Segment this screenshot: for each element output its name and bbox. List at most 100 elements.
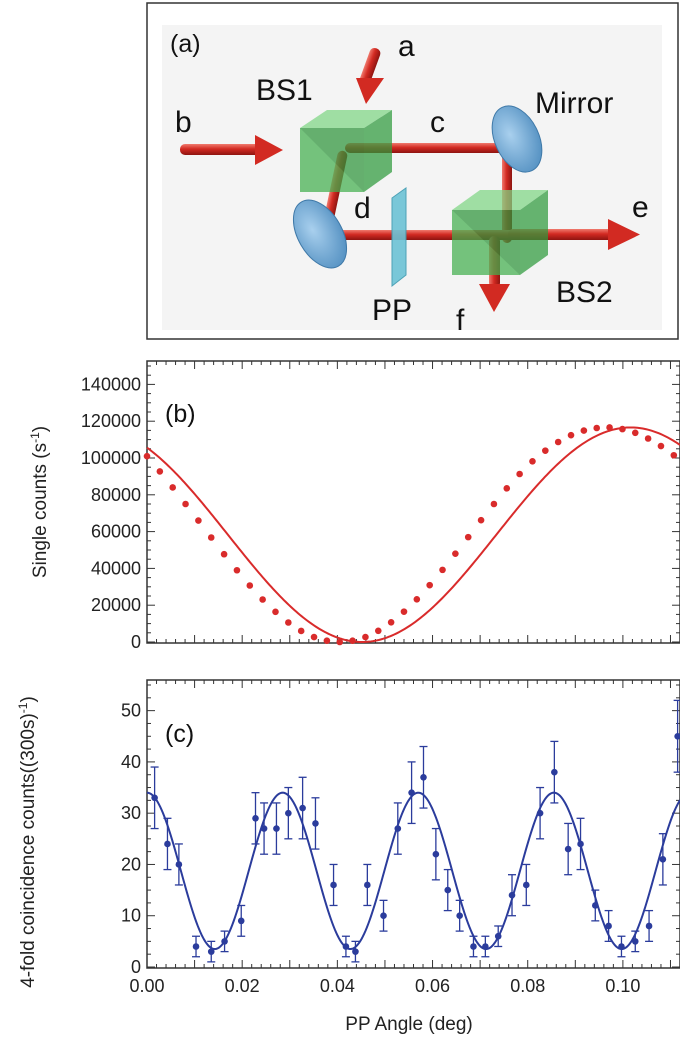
label-bs1: BS1 xyxy=(256,74,313,107)
panel-c-plot xyxy=(146,699,680,963)
y-tick-label: 40 xyxy=(121,752,141,772)
data-point xyxy=(156,468,164,475)
x-tick-label: 0.02 xyxy=(225,976,260,996)
data-point xyxy=(195,517,202,524)
data-point xyxy=(551,768,558,776)
data-point xyxy=(432,850,440,858)
panel-c: 0 10 20 30 40 50 0.00 0.02 0.04 0.06 0.08 0.10 (c)… xyxy=(16,679,680,1035)
panel-c-ylabel-close: ) xyxy=(18,696,39,702)
data-point xyxy=(260,825,268,832)
y-tick-label: 60000 xyxy=(91,522,141,542)
data-point xyxy=(272,608,279,616)
data-point xyxy=(452,550,459,557)
data-point xyxy=(420,773,427,781)
data-point xyxy=(529,458,536,465)
panel-c-ylabel-unit: ((300s) xyxy=(18,713,39,773)
panel-b: 020000400006000080000100000120000140000 … xyxy=(28,360,680,652)
data-point xyxy=(336,638,344,646)
data-point xyxy=(490,500,498,508)
panel-c-ylabel-sup: -1 xyxy=(16,702,30,713)
data-point xyxy=(220,550,228,558)
data-point xyxy=(164,840,171,848)
panel-c-xlabel: PP Angle (deg) xyxy=(345,1014,472,1035)
data-point xyxy=(536,809,544,817)
panel-a-background xyxy=(162,25,662,330)
y-tick-label: 50 xyxy=(121,701,141,721)
y-tick-label: 140000 xyxy=(81,374,141,394)
data-point xyxy=(237,917,245,925)
panel-b-ytick-labels: 0 20000 40000 60000 80000 100000 120000 140000 xyxy=(81,374,141,652)
y-tick-label: 120000 xyxy=(81,411,141,431)
y-tick-label: 20 xyxy=(121,854,141,874)
x-tick-label: 0.00 xyxy=(129,976,164,996)
data-point xyxy=(151,794,158,802)
panel-b-label: (b) xyxy=(165,400,196,428)
phase-plate xyxy=(391,187,407,288)
label-pp: PP xyxy=(372,294,412,327)
data-point xyxy=(670,451,678,459)
data-point xyxy=(577,840,584,848)
data-point xyxy=(477,516,485,524)
data-point xyxy=(567,431,575,439)
data-point xyxy=(657,442,665,450)
data-point xyxy=(207,948,215,955)
data-point xyxy=(323,637,331,645)
data-point xyxy=(456,912,463,920)
data-point xyxy=(273,825,280,832)
label-bs2: BS2 xyxy=(556,276,613,309)
data-point xyxy=(169,484,176,491)
data-point xyxy=(606,424,613,431)
data-point xyxy=(554,438,562,446)
data-point xyxy=(503,485,511,492)
label-mirror: Mirror xyxy=(535,87,613,120)
data-point xyxy=(380,912,387,920)
label-port-a: a xyxy=(398,30,415,63)
data-point xyxy=(330,881,337,889)
panel-b-ylabel-sup: -1 xyxy=(28,432,42,443)
data-point xyxy=(259,596,266,603)
data-point xyxy=(674,732,680,740)
data-point xyxy=(400,608,408,615)
data-point xyxy=(182,500,189,508)
data-point xyxy=(593,424,601,432)
data-point xyxy=(644,435,652,442)
data-point xyxy=(285,619,292,626)
data-point xyxy=(364,881,371,889)
panel-a-label: (a) xyxy=(170,30,201,58)
data-point xyxy=(591,902,599,909)
data-point xyxy=(408,789,415,796)
data-point xyxy=(564,845,572,853)
panel-b-ticks xyxy=(146,361,680,643)
data-point xyxy=(618,943,625,950)
panel-b-ylabel-unit: (s xyxy=(30,443,51,459)
data-point xyxy=(192,943,200,950)
x-tick-label: 0.08 xyxy=(510,976,545,996)
data-point xyxy=(233,566,241,574)
data-point xyxy=(342,943,350,950)
data-point xyxy=(299,804,306,812)
data-point xyxy=(542,447,549,454)
data-point xyxy=(352,948,359,955)
data-point xyxy=(246,582,254,589)
data-point xyxy=(659,856,667,863)
label-port-d: d xyxy=(354,192,371,225)
label-port-b: b xyxy=(175,106,192,139)
data-point xyxy=(516,470,523,478)
beam-a-arrowhead xyxy=(356,78,384,104)
data-point xyxy=(426,581,433,589)
panel-c-ylabel-text: 4-fold coincidence counts xyxy=(18,773,39,987)
data-point xyxy=(482,943,489,950)
y-tick-label: 0 xyxy=(131,957,141,977)
data-point xyxy=(252,815,259,822)
fit-curve xyxy=(146,791,680,951)
beam-e-arrowhead xyxy=(608,219,640,250)
data-point xyxy=(374,627,382,635)
y-tick-label: 20000 xyxy=(91,595,141,615)
y-tick-label: 100000 xyxy=(81,448,141,468)
panel-b-ylabel-close: ) xyxy=(30,426,51,432)
x-tick-label: 0.10 xyxy=(605,976,640,996)
y-tick-label: 0 xyxy=(131,632,141,652)
data-point xyxy=(605,922,612,930)
data-point xyxy=(297,627,305,635)
